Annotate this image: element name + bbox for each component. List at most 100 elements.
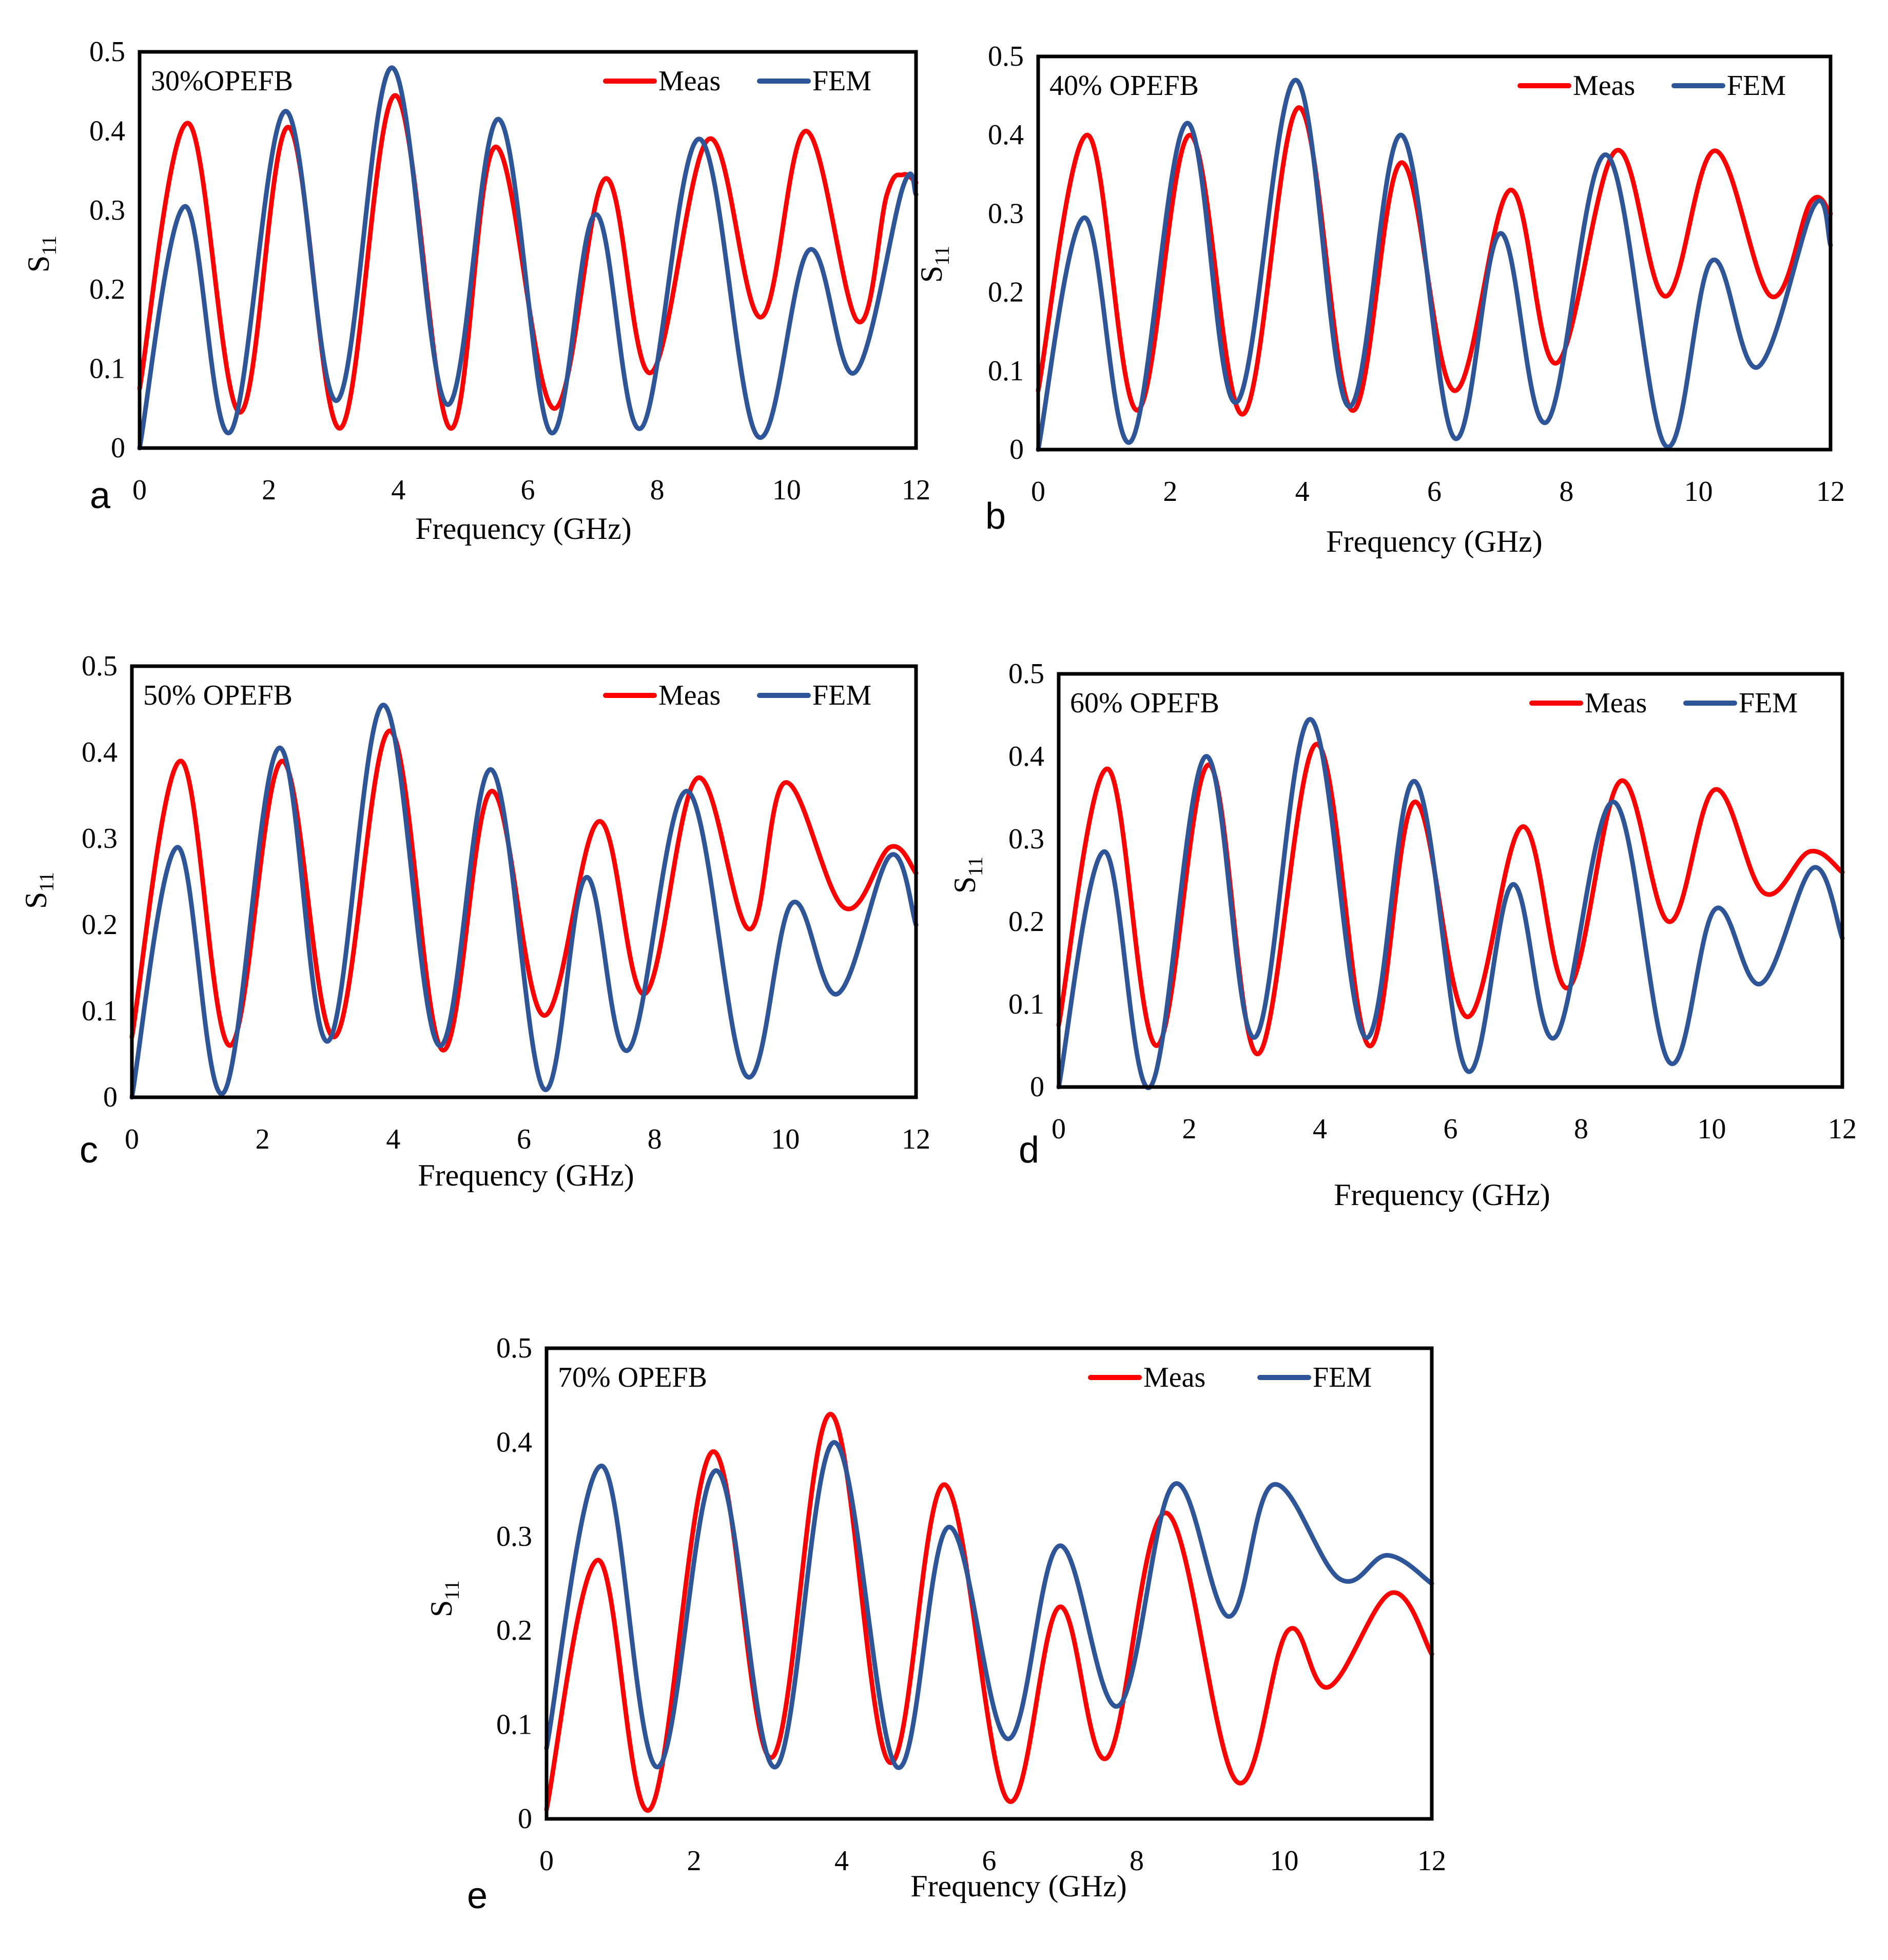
y-tick-label: 0.4 [988,119,1024,151]
x-axis-title: Frequency (GHz) [1334,1178,1550,1212]
legend-label-fem: FEM [1313,1362,1372,1393]
y-axis-title: S11 [19,872,58,909]
y-axis-title-subscript: 11 [930,246,953,266]
x-tick-label: 0 [125,1123,139,1155]
x-tick-label: 4 [1295,476,1310,508]
legend-label-fem: FEM [1739,687,1798,719]
series-line-fem-a [137,65,919,451]
y-tick-label: 0.5 [988,41,1024,72]
legend-label-meas: Meas [1573,70,1635,102]
y-tick-label: 0 [1009,434,1024,465]
x-tick-label: 6 [517,1123,531,1155]
panel-letter: a [90,475,111,516]
y-tick-label: 0.2 [89,274,125,305]
y-tick-label: 0.1 [1008,988,1044,1020]
panel-letter: c [80,1130,98,1171]
x-tick-label: 12 [902,474,930,506]
x-tick-label: 4 [834,1845,849,1877]
x-tick-label: 12 [1828,1113,1857,1145]
x-tick-label: 0 [132,474,147,506]
x-tick-label: 8 [1130,1845,1144,1877]
legend-label-fem: FEM [812,680,871,711]
composition-label: 30%OPEFB [151,65,293,97]
plot-frame-a [138,50,918,450]
y-axis-title-subscript: 11 [440,1580,463,1600]
plot-frame-e [544,1346,1434,1821]
y-axis-title: S11 [424,1580,463,1617]
y-axis-title-subscript: 11 [35,872,58,892]
series-line-meas-c [129,728,919,1053]
x-axis-title: Frequency (GHz) [415,512,632,546]
y-tick-label: 0 [518,1803,532,1835]
y-tick-label: 0.2 [988,277,1024,308]
x-axis-title: Frequency (GHz) [1326,525,1543,558]
legend-label-fem: FEM [812,65,871,97]
y-tick-label: 0.1 [988,355,1024,387]
x-tick-label: 12 [902,1123,930,1155]
y-tick-label: 0.3 [1008,823,1044,855]
chart-panel-a: 0 0.1 0.2 0.3 0.4 0.5 0 2 4 6 8 10 12 Frequency (GHz)… [22,36,930,546]
composition-label: 60% OPEFB [1070,687,1219,719]
x-tick-label: 10 [1270,1845,1299,1877]
series-line-fem-b [1036,77,1833,452]
x-tick-label: 2 [256,1123,270,1155]
y-axis-title-subscript: 11 [37,236,61,256]
y-axis-title-main: S [948,877,982,894]
x-tick-label: 0 [1052,1113,1066,1145]
series-line-meas-b [1036,105,1833,417]
x-tick-label: 2 [1163,476,1177,508]
y-tick-label: 0.4 [496,1426,532,1458]
x-axis-title: Frequency (GHz) [910,1869,1127,1903]
series-line-fem-e [544,1440,1434,1770]
y-tick-label: 0.1 [82,995,118,1027]
y-tick-label: 0.3 [82,823,118,855]
panel-letter: e [467,1875,488,1916]
chart-panel-b: 0 0.1 0.2 0.3 0.4 0.5 0 2 4 6 8 10 12 Frequency (GHz)… [914,41,1845,558]
y-tick-label: 0 [103,1081,118,1113]
series-line-meas-e [544,1411,1434,1813]
x-tick-label: 8 [1574,1113,1588,1145]
chart-panel-e: 0 0.1 0.2 0.3 0.4 0.5 0 2 4 6 8 10 12 Frequency (GHz)… [424,1332,1446,1916]
series-line-meas-d [1056,742,1845,1057]
y-tick-label: 0.1 [89,353,125,385]
y-tick-label: 0.4 [89,115,125,147]
y-axis-title: S11 [948,857,987,894]
y-tick-label: 0.4 [82,736,118,768]
legend-label-meas: Meas [658,680,721,711]
y-axis-title-main: S [19,892,53,909]
legend-label-fem: FEM [1727,70,1786,102]
x-tick-label: 2 [687,1845,702,1877]
series-line-fem-d [1056,717,1845,1090]
x-tick-label: 4 [1313,1113,1327,1145]
y-axis-title: S11 [914,246,953,283]
panel-letter: d [1019,1130,1039,1171]
y-tick-label: 0.5 [89,36,125,68]
x-tick-label: 2 [1182,1113,1197,1145]
y-tick-label: 0.2 [496,1615,532,1646]
y-tick-label: 0.2 [82,909,118,941]
x-tick-label: 10 [772,474,801,506]
composition-label: 40% OPEFB [1049,70,1199,102]
plot-frame-b [1036,54,1833,452]
y-tick-label: 0.4 [1008,741,1044,772]
x-axis-title: Frequency (GHz) [418,1158,634,1192]
composition-label: 50% OPEFB [143,680,293,711]
x-tick-label: 4 [391,474,405,506]
x-tick-label: 0 [1031,476,1045,508]
chart-panel-d: 0 0.1 0.2 0.3 0.4 0.5 0 2 4 6 8 10 12 Frequency (GHz)… [948,658,1857,1212]
composition-label: 70% OPEFB [558,1362,707,1393]
y-tick-label: 0.5 [496,1332,532,1364]
legend-label-meas: Meas [1143,1362,1205,1393]
x-tick-label: 12 [1417,1845,1446,1877]
legend-label-meas: Meas [1585,687,1647,719]
plot-frame-c [130,664,918,1099]
x-tick-label: 10 [1684,476,1713,508]
x-tick-label: 4 [386,1123,400,1155]
y-tick-label: 0.3 [988,198,1024,229]
x-tick-label: 8 [650,474,665,506]
series-line-fem-c [129,703,919,1100]
y-axis-title-main: S [914,266,948,283]
y-axis-title-subscript: 11 [964,857,987,877]
chart-panel-c: 0 0.1 0.2 0.3 0.4 0.5 0 2 4 6 8 10 12 Frequency (GHz)… [19,650,930,1192]
